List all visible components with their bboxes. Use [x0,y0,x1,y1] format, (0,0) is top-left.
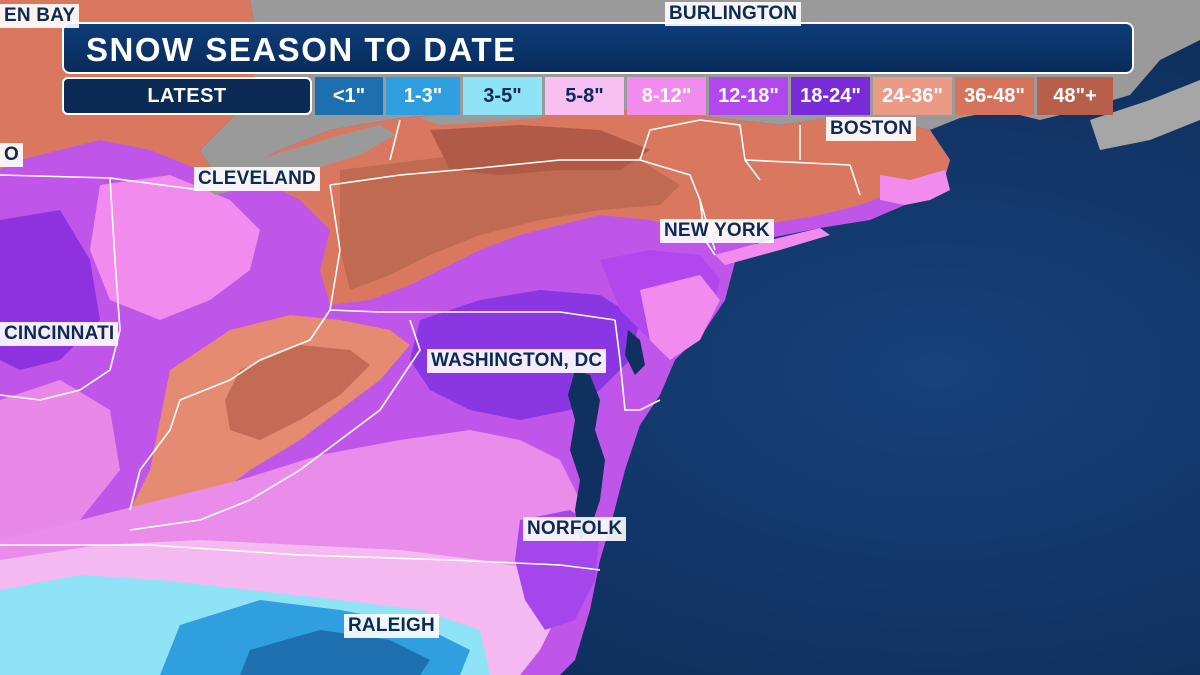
nova-scotia [1090,80,1200,150]
snow-zone-8-12-coast [640,275,720,360]
legend-swatch: 24-36" [873,77,952,115]
long-island [715,228,830,265]
snow-zone-lt1-nc [240,630,430,675]
legend-swatch: <1" [315,77,383,115]
title-bar: SNOW SEASON TO DATE [62,22,1134,74]
snow-zone-36-48-appalachia [225,345,370,440]
legend-swatch: 5-8" [545,77,624,115]
legend-swatch: 36-48" [955,77,1034,115]
city-label-burlington: BURLINGTON [665,2,802,26]
state-borders [0,119,861,571]
city-label-boston: BOSTON [826,117,917,141]
map-title: SNOW SEASON TO DATE [86,31,517,68]
snow-zone-36-48-pa [340,150,680,290]
legend-swatch: 48"+ [1037,77,1113,115]
city-label-toronto: O [0,143,23,167]
legend-swatch: 18-24" [791,77,870,115]
city-label-washington-dc: WASHINGTON, DC [427,349,607,373]
city-label-green-bay: EN BAY [0,4,80,28]
city-label-cleveland: CLEVELAND [194,167,320,191]
snow-zone-48-plus-ny [430,125,650,175]
city-label-raleigh: RALEIGH [344,614,439,638]
snow-zone-8-12-ohio [90,175,260,320]
delaware-bay [625,330,645,375]
snowfall-legend: LATEST <1" 1-3" 3-5" 5-8" 8-12" 12-18" 18-24" 2… [62,77,1113,115]
city-label-norfolk: NORFOLK [523,517,627,541]
city-label-new-york: NEW YORK [660,219,774,243]
legend-latest-label: LATEST [62,77,312,115]
legend-swatch: 3-5" [463,77,542,115]
city-label-cincinnati: CINCINNATI [0,322,119,346]
chesapeake-bay [568,370,605,540]
legend-swatch: 12-18" [709,77,788,115]
cape-cod [880,170,950,205]
legend-swatch: 8-12" [627,77,706,115]
snow-zone-8-12-southwest [0,380,120,540]
legend-swatch: 1-3" [386,77,460,115]
